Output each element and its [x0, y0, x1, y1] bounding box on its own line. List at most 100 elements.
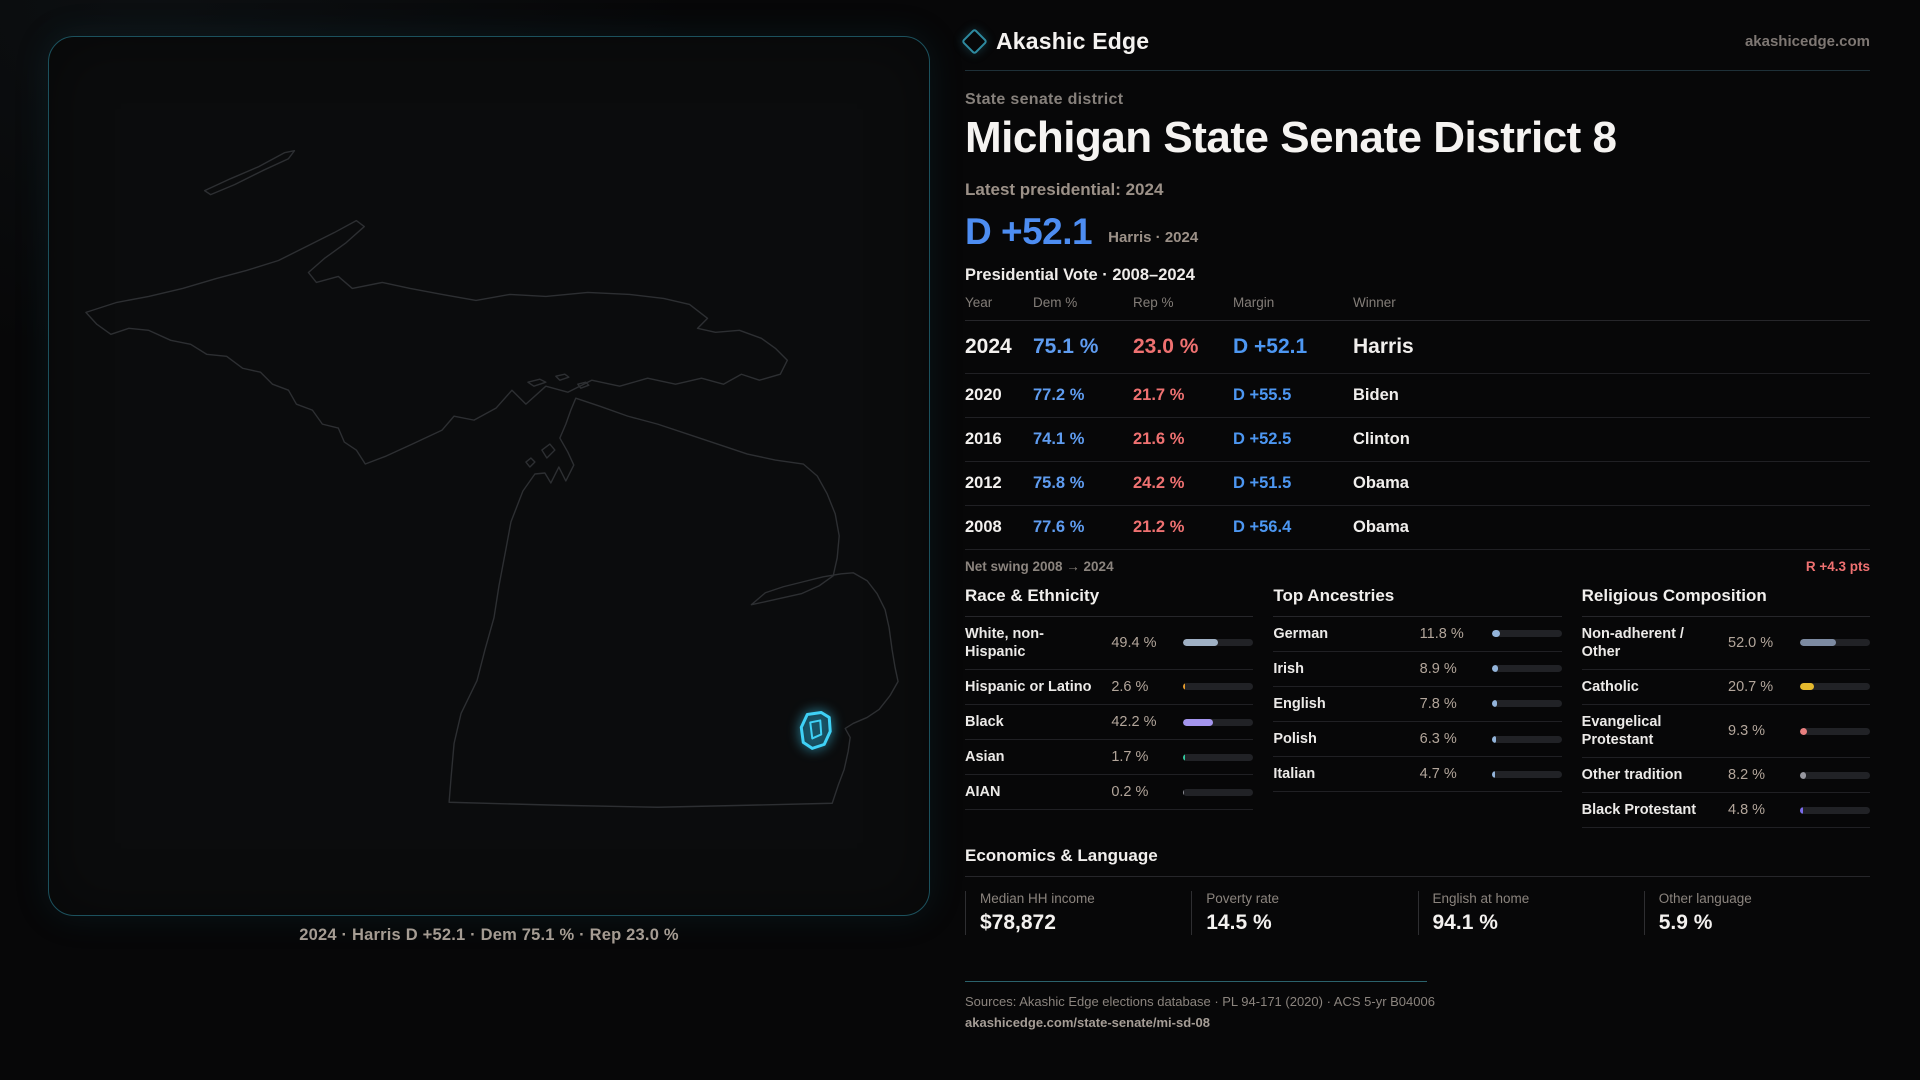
rep-cell: 24.2 % [1133, 473, 1185, 492]
straits-islands-outline [525, 373, 590, 468]
stat-tile-english-at-home: English at home 94.1 % [1417, 891, 1644, 936]
col-margin: Margin [1233, 294, 1275, 310]
demo-bar-fill [1183, 683, 1186, 691]
stat-value: 5.9 % [1658, 911, 1713, 935]
demo-bar [1800, 639, 1870, 647]
demo-label: Black [965, 713, 1004, 730]
demo-bar-fill [1491, 735, 1497, 743]
isle-royale-outline [203, 150, 296, 196]
demo-row: Catholic 20.7 % [1581, 670, 1870, 705]
demo-value: 7.8 % [1419, 695, 1457, 712]
demo-label: Catholic [1581, 678, 1639, 695]
demo-bar-fill [1183, 639, 1218, 647]
demo-bar-fill [1491, 770, 1495, 778]
report-panel: Akashic Edge akashicedge.com State senat… [961, 0, 1870, 1031]
demo-label: Non-adherent / Other [1581, 625, 1684, 660]
latest-presidential-label: Latest presidential: 2024 [965, 179, 1164, 199]
economics-section-title: Economics & Language [965, 846, 1870, 878]
section-title: Top Ancestries [1273, 586, 1562, 617]
rep-cell: 21.7 % [1133, 385, 1185, 404]
demo-label: Polish [1273, 730, 1317, 747]
sources-text: Sources: Akashic Edge elections database… [965, 994, 1435, 1010]
stat-label: Poverty rate [1206, 891, 1280, 907]
demo-row: White, non-Hispanic 49.4 % [965, 617, 1254, 670]
demo-label: Evangelical Protestant [1581, 713, 1662, 749]
demo-bar [1183, 788, 1254, 796]
page-url-link[interactable]: akashicedge.com/state-senate/mi-sd-08 [965, 1015, 1210, 1031]
results-table: Year Dem % Rep % Margin Winner 2024 75.1… [965, 295, 1870, 550]
map-panel [48, 36, 930, 916]
col-year: Year [965, 294, 993, 310]
demo-value: 8.9 % [1419, 660, 1457, 677]
section-title: Race & Ethnicity [965, 586, 1254, 617]
demo-value: 9.3 % [1728, 723, 1766, 740]
col-dem: Dem % [1033, 294, 1078, 310]
stat-value: 94.1 % [1432, 911, 1498, 935]
net-swing-value: R +4.3 pts [1805, 558, 1870, 574]
section-religious-composition: Religious Composition Non-adherent / Oth… [1581, 586, 1870, 829]
dem-cell: 77.2 % [1033, 385, 1085, 404]
district-shape[interactable] [799, 710, 832, 750]
demo-bar [1491, 700, 1562, 708]
demo-bar [1800, 727, 1870, 735]
year-cell: 2012 [965, 473, 1002, 492]
header-divider [965, 70, 1870, 71]
demo-bar [1800, 771, 1870, 779]
demo-label: Black Protestant [1581, 802, 1697, 819]
demo-bar-fill [1800, 727, 1807, 735]
demo-bar-fill [1800, 683, 1815, 691]
lower-peninsula-outline [448, 397, 899, 808]
demo-bar [1491, 770, 1562, 778]
net-swing-label: Net swing 2008 → 2024 [965, 558, 1114, 574]
year-cell: 2024 [965, 334, 1012, 358]
col-winner: Winner [1353, 294, 1396, 310]
dem-cell: 75.1 % [1033, 334, 1099, 358]
demo-label: Other tradition [1581, 767, 1683, 784]
demo-row: Other tradition 8.2 % [1581, 758, 1870, 794]
eyebrow-label: State senate district [965, 91, 1124, 108]
stat-label: Other language [1658, 891, 1752, 907]
demo-label: Hispanic or Latino [965, 678, 1092, 695]
brand-domain-link[interactable]: akashicedge.com [1744, 32, 1870, 50]
year-cell: 2008 [965, 517, 1002, 536]
table-row: 2016 74.1 % 21.6 % D +52.5 Clinton [965, 418, 1870, 462]
demo-value: 4.7 % [1419, 766, 1457, 783]
headline-stat: D +52.1 Harris · 2024 [965, 206, 1870, 250]
demo-bar [1183, 683, 1254, 691]
dem-cell: 74.1 % [1033, 429, 1085, 448]
demo-value: 0.2 % [1111, 784, 1149, 801]
header-bar: Akashic Edge akashicedge.com [961, 28, 1870, 55]
demo-value: 49.4 % [1111, 634, 1157, 651]
demo-bar [1491, 630, 1562, 638]
rep-cell: 23.0 % [1133, 334, 1199, 358]
dem-cell: 77.6 % [1033, 517, 1085, 536]
demo-bar-fill [1183, 753, 1185, 761]
table-row: 2012 75.8 % 24.2 % D +51.5 Obama [965, 462, 1870, 506]
winner-cell: Obama [1353, 517, 1409, 536]
demo-row: Hispanic or Latino 2.6 % [965, 670, 1254, 705]
demo-label: White, non-Hispanic [965, 625, 1044, 660]
demo-value: 52.0 % [1728, 634, 1774, 651]
district-inner-boundary [809, 719, 823, 740]
upper-peninsula-outline [85, 219, 789, 465]
demo-bar-fill [1491, 630, 1500, 638]
demo-row: Irish 8.9 % [1273, 652, 1562, 687]
demo-label: Asian [965, 749, 1005, 766]
headline-margin-value: D +52.1 [965, 210, 1093, 252]
stat-tile-median-income: Median HH income $78,872 [965, 891, 1191, 936]
demo-label: Italian [1273, 766, 1316, 783]
margin-cell: D +51.5 [1233, 473, 1292, 492]
section-race-ethnicity: Race & Ethnicity White, non-Hispanic 49.… [965, 586, 1254, 829]
demo-row: AIAN 0.2 % [965, 775, 1254, 811]
demo-bar [1183, 639, 1254, 647]
table-row: 2020 77.2 % 21.7 % D +55.5 Biden [965, 374, 1870, 418]
results-table-header: Year Dem % Rep % Margin Winner [965, 295, 1870, 321]
stat-tile-other-language: Other language 5.9 % [1643, 891, 1870, 936]
demo-label: AIAN [965, 784, 1001, 801]
demo-bar-fill [1800, 639, 1837, 647]
section-title: Religious Composition [1581, 586, 1870, 617]
col-rep: Rep % [1133, 294, 1174, 310]
demo-bar-fill [1800, 806, 1804, 814]
demo-row: Black 42.2 % [965, 705, 1254, 741]
demo-label: English [1273, 695, 1326, 712]
